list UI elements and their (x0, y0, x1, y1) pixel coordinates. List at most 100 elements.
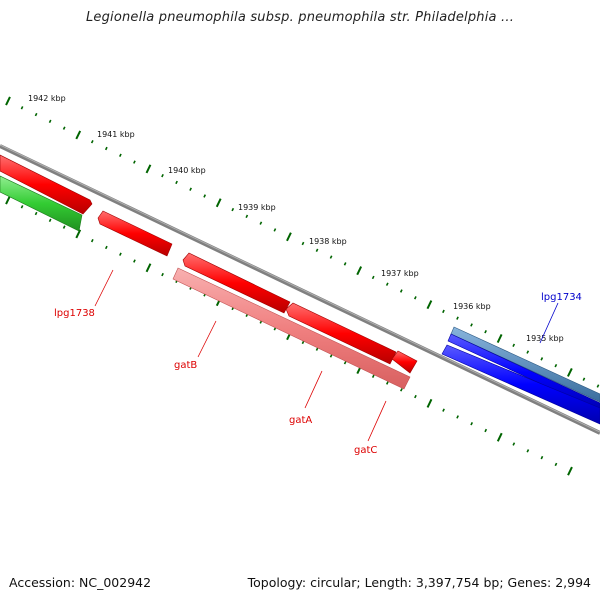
ruler-outer-minor-tick (203, 194, 207, 198)
ruler-outer-major-tick (75, 130, 82, 140)
ruler-outer-minor-tick (484, 330, 487, 334)
ruler-outer-ticks (5, 96, 600, 388)
ruler-inner-minor-tick (343, 361, 347, 365)
ruler-inner-minor-tick (385, 381, 389, 385)
ruler-outer-minor-tick (385, 282, 389, 286)
ruler-outer-major-tick (567, 367, 573, 377)
ruler-outer-major-tick (496, 334, 503, 343)
ruler-outer-minor-tick (175, 180, 178, 185)
gene-red-1[interactable] (0, 154, 93, 215)
backbone (0, 144, 600, 435)
ruler-outer-major-tick (426, 300, 433, 310)
ruler-outer-minor-tick (526, 350, 530, 354)
ruler-outer-minor-tick (133, 160, 136, 164)
ruler-inner-major-tick (145, 263, 152, 273)
ruler-outer-minor-tick (301, 241, 305, 246)
gene-label-lpg1738: lpg1738 (54, 308, 95, 319)
gene-lpg1738[interactable] (97, 210, 173, 257)
ruler-inner-minor-tick (470, 422, 474, 426)
accession-text: Accession: NC_002942 (9, 575, 152, 590)
ruler-inner-minor-tick (554, 462, 558, 467)
ruler-outer-minor-tick (596, 384, 600, 388)
ruler-outer-minor-tick (62, 126, 66, 130)
gene-pink-transcript[interactable] (172, 267, 411, 390)
ruler-inner-minor-tick (48, 218, 52, 223)
ruler-outer-minor-tick (371, 275, 375, 280)
ruler-outer-major-tick (286, 232, 292, 242)
gene-green-1[interactable] (0, 175, 83, 232)
ruler-outer-minor-tick (20, 106, 24, 110)
gene-blue-2[interactable] (441, 344, 600, 425)
ruler-label-1937: 1937 kbp (381, 269, 419, 278)
ruler-outer-minor-tick (231, 207, 235, 212)
map-title: Legionella pneumophila subsp. pneumophil… (85, 10, 515, 25)
ruler-label-1940: 1940 kbp (168, 166, 206, 175)
ruler-outer-minor-tick (470, 323, 473, 327)
gene-labels: lpg1738 gatB gatA gatC lpg1734 (54, 292, 582, 456)
ruler-inner-major-tick (496, 432, 503, 442)
ruler-inner-minor-tick (315, 347, 319, 351)
ruler-outer-minor-tick (413, 296, 417, 300)
ruler-label-1936: 1936 kbp (453, 302, 491, 311)
gene-label-gatA: gatA (289, 415, 312, 426)
ruler-outer-minor-tick (161, 173, 164, 178)
ruler-inner-major-tick (5, 195, 11, 205)
ruler-outer-minor-tick (329, 255, 333, 259)
ruler-inner-minor-tick (484, 428, 488, 433)
ruler-outer-minor-tick (34, 112, 38, 117)
ruler-inner-minor-tick (20, 205, 24, 209)
ruler-inner-minor-tick (34, 211, 38, 216)
ruler-outer-minor-tick (456, 316, 459, 320)
gene-steel-1[interactable] (450, 326, 600, 403)
gene-label-lpg1734: lpg1734 (541, 292, 582, 303)
gene-features[interactable] (0, 154, 600, 425)
ruler-inner-minor-tick (414, 394, 417, 399)
ruler-outer-minor-tick (512, 343, 516, 347)
ruler-labels: 1942 kbp 1941 kbp 1940 kbp 1939 kbp 1938… (28, 94, 564, 343)
ruler-outer-minor-tick (245, 214, 249, 219)
ruler-outer-major-tick (145, 164, 152, 174)
ruler-outer-minor-tick (540, 357, 544, 361)
ruler-outer-major-tick (356, 266, 363, 276)
ruler-outer-minor-tick (343, 262, 347, 266)
ruler-outer-minor-tick (399, 289, 403, 293)
ruler-inner-minor-tick (400, 388, 403, 392)
ruler-outer-major-tick (215, 198, 222, 208)
ruler-outer-minor-tick (90, 140, 94, 144)
ruler-outer-minor-tick (582, 377, 586, 381)
ruler-outer-minor-tick (554, 363, 558, 368)
ruler-label-1935: 1935 kbp (526, 334, 564, 343)
ruler-outer-minor-tick (259, 221, 263, 225)
genome-summary-text: Topology: circular; Length: 3,397,754 bp… (247, 575, 591, 590)
ruler-inner-minor-tick (442, 408, 445, 412)
gene-gatB[interactable] (182, 252, 291, 314)
gene-label-gatC: gatC (354, 445, 377, 456)
ruler-outer-minor-tick (442, 309, 445, 314)
ruler-inner-major-tick (75, 229, 82, 239)
ruler-inner-minor-tick (119, 252, 122, 256)
ruler-inner-minor-tick (133, 259, 136, 263)
ruler-outer-major-tick (5, 96, 11, 106)
ruler-inner-minor-tick (512, 442, 516, 446)
ruler-inner-minor-tick (90, 238, 94, 243)
ruler-outer-minor-tick (104, 146, 108, 151)
ruler-outer-minor-tick (48, 119, 52, 124)
ruler-inner-minor-tick (329, 354, 333, 358)
ruler-inner-minor-tick (62, 225, 66, 229)
ruler-label-1942: 1942 kbp (28, 94, 66, 103)
ruler-inner-minor-tick (540, 455, 544, 460)
ruler-label-1939: 1939 kbp (238, 203, 276, 212)
ruler-outer-minor-tick (189, 187, 192, 191)
ruler-inner-minor-tick (456, 415, 459, 419)
ruler-outer-minor-tick (315, 248, 319, 252)
ruler-inner-minor-tick (526, 449, 530, 453)
ruler-label-1938: 1938 kbp (309, 237, 347, 246)
ruler-inner-minor-tick (161, 272, 164, 277)
gene-gatC[interactable] (391, 350, 418, 374)
gene-label-lines (94, 269, 559, 442)
ruler-label-1941: 1941 kbp (97, 130, 135, 139)
ruler-inner-minor-tick (104, 245, 108, 250)
ruler-outer-minor-tick (273, 228, 277, 232)
ruler-inner-major-tick (567, 466, 573, 476)
